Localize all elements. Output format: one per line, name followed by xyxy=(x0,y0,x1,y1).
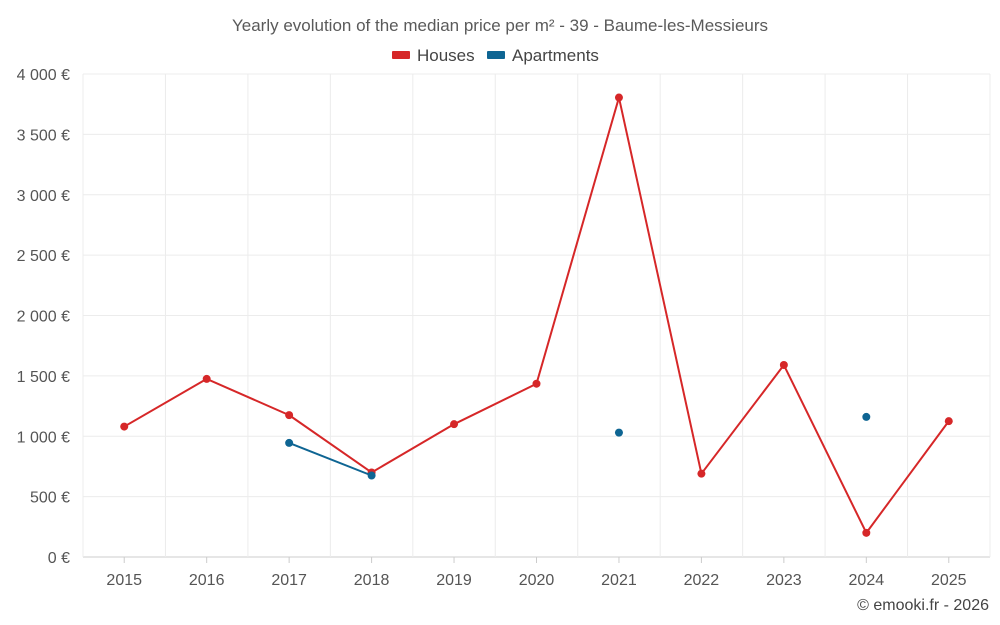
grid xyxy=(82,73,991,558)
data-point-apartments-2017[interactable] xyxy=(285,438,294,447)
data-point-houses-2022[interactable] xyxy=(697,469,706,478)
credit-text: © emooki.fr - 2026 xyxy=(857,597,989,614)
data-point-houses-2024[interactable] xyxy=(862,528,871,537)
series-line-segment-houses xyxy=(288,414,373,474)
legend-swatch-apartments xyxy=(487,51,505,59)
data-point-apartments-2024[interactable] xyxy=(862,412,871,421)
data-point-houses-2016[interactable] xyxy=(202,374,211,383)
x-tick-label: 2021 xyxy=(601,572,637,589)
data-point-houses-2020[interactable] xyxy=(532,379,541,388)
x-tick-label: 2025 xyxy=(931,572,967,589)
legend: Houses Apartments xyxy=(392,46,599,65)
x-tick-label: 2015 xyxy=(106,572,142,589)
data-point-houses-2017[interactable] xyxy=(285,411,294,420)
series-line-segment-houses xyxy=(535,96,620,385)
y-tick-label: 2 000 € xyxy=(17,309,70,326)
y-tick-label: 4 000 € xyxy=(17,67,70,84)
series-layer xyxy=(120,93,953,537)
series-line-segment-houses xyxy=(205,377,291,417)
series-line-segment-houses xyxy=(370,423,456,474)
x-tick-label: 2018 xyxy=(354,572,390,589)
x-tick-label: 2024 xyxy=(849,572,885,589)
x-axis: 2015 2016 2017 2018 2019 2020 2021 2022 2023 2024… xyxy=(106,557,967,589)
y-tick-label: 0 € xyxy=(48,550,70,567)
x-tick-label: 2017 xyxy=(271,572,307,589)
series-line-segment-houses xyxy=(617,96,703,475)
data-point-houses-2025[interactable] xyxy=(944,417,953,426)
legend-swatch-houses xyxy=(392,51,410,59)
y-tick-label: 3 500 € xyxy=(17,127,70,144)
data-point-houses-2023[interactable] xyxy=(779,361,788,370)
x-tick-label: 2023 xyxy=(766,572,802,589)
y-tick-label: 1 500 € xyxy=(17,369,70,386)
series-apartments xyxy=(285,412,871,480)
series-line-segment-houses xyxy=(123,377,208,428)
y-axis: 0 € 500 € 1 000 € 1 500 € 2 000 € 2 500 € 3 00… xyxy=(17,67,70,567)
series-line-segment-houses xyxy=(700,364,785,475)
data-point-houses-2019[interactable] xyxy=(450,420,459,429)
x-tick-label: 2019 xyxy=(436,572,472,589)
legend-item-apartments[interactable]: Apartments xyxy=(487,46,599,65)
legend-label-apartments: Apartments xyxy=(512,46,599,65)
y-tick-label: 1 000 € xyxy=(17,429,70,446)
series-line-segment-houses xyxy=(782,364,868,534)
data-point-houses-2021[interactable] xyxy=(614,93,623,102)
data-point-apartments-2021[interactable] xyxy=(614,428,623,437)
chart-title: Yearly evolution of the median price per… xyxy=(232,16,768,35)
y-tick-label: 500 € xyxy=(30,490,70,507)
legend-label-houses: Houses xyxy=(417,46,475,65)
x-tick-label: 2022 xyxy=(684,572,720,589)
data-point-houses-2015[interactable] xyxy=(120,422,129,431)
data-point-apartments-2018[interactable] xyxy=(367,471,376,480)
series-line-segment-houses xyxy=(865,420,950,534)
y-tick-label: 2 500 € xyxy=(17,248,70,265)
x-tick-label: 2016 xyxy=(189,572,225,589)
series-line-segment-houses xyxy=(453,382,538,426)
series-line-segment-apartments xyxy=(288,441,373,477)
legend-item-houses[interactable]: Houses xyxy=(392,46,475,65)
series-houses xyxy=(120,93,953,537)
x-tick-label: 2020 xyxy=(519,572,555,589)
y-tick-label: 3 000 € xyxy=(17,188,70,205)
